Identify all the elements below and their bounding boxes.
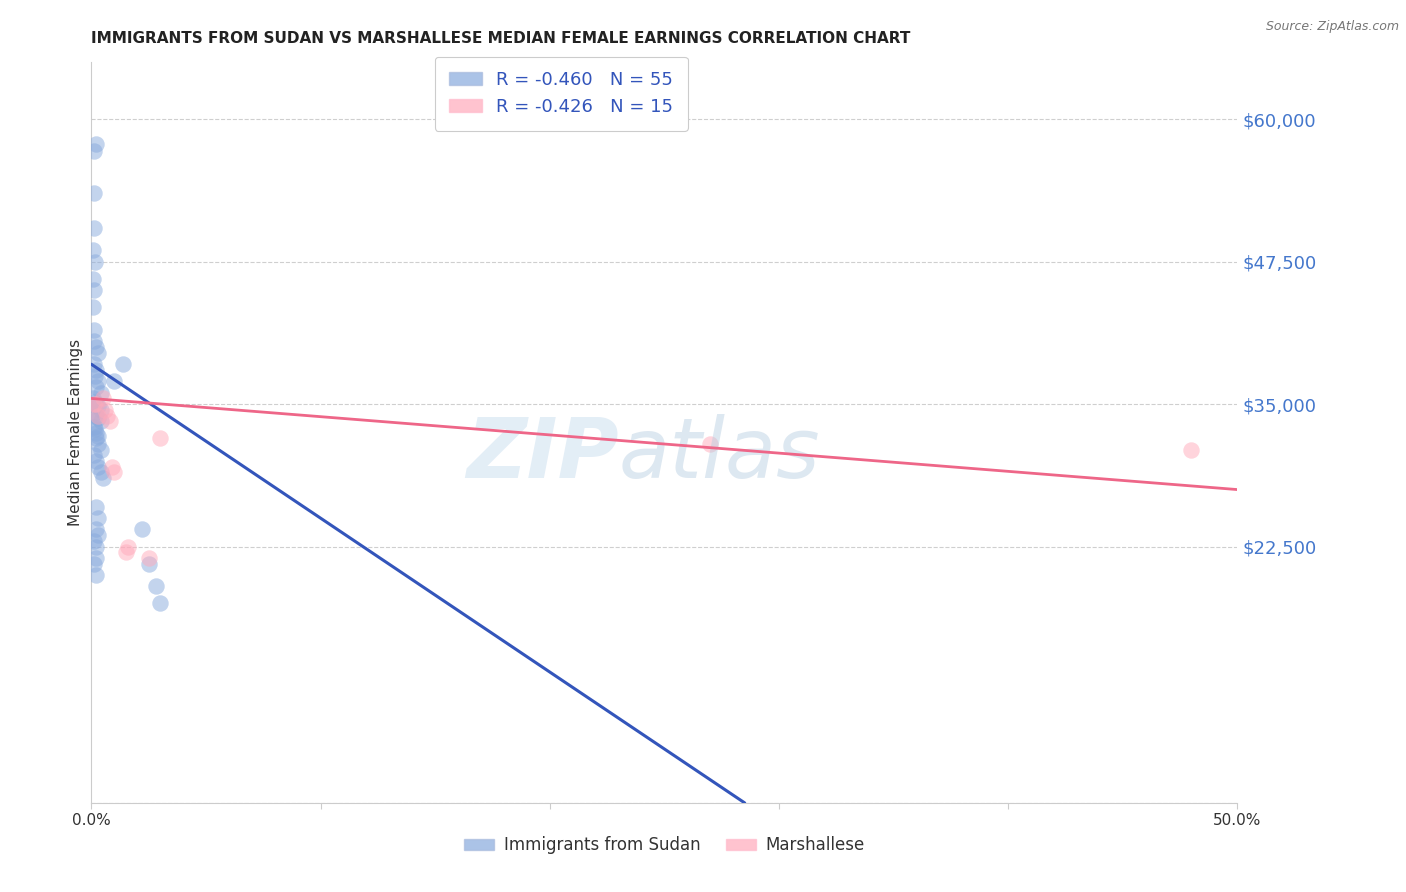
Point (84, 550, 107, 565)
Point (84, 363, 107, 377)
Point (83, 334, 105, 349)
Point (90, 402, 112, 417)
Point (83, 145, 105, 159)
Point (83, 283, 105, 297)
Point (84, 137, 107, 152)
Point (149, 431, 172, 445)
Point (94, 402, 117, 417)
Point (83, 186, 105, 201)
Point (83, 357, 105, 371)
Point (83, 420, 105, 434)
Point (87, 429, 110, 443)
Point (90, 466, 112, 480)
Point (138, 557, 160, 571)
Point (96, 409, 118, 423)
Point (84, 380, 107, 394)
Point (87, 528, 110, 542)
Point (82, 392, 104, 406)
Point (114, 545, 136, 559)
Point (131, 523, 153, 537)
Point (103, 466, 125, 480)
Point (83, 533, 105, 548)
Point (138, 550, 160, 565)
Point (101, 459, 124, 474)
Point (112, 357, 135, 371)
Point (87, 437, 110, 451)
Point (87, 409, 110, 423)
Text: atlas: atlas (619, 414, 820, 495)
Point (83, 395, 105, 409)
Point (83, 323, 105, 337)
Text: ZIP: ZIP (465, 414, 619, 495)
Point (83, 254, 105, 268)
Point (84, 568, 107, 582)
Point (83, 422, 105, 436)
Point (82, 301, 104, 315)
Point (83, 368, 105, 383)
Y-axis label: Median Female Earnings: Median Female Earnings (67, 339, 83, 526)
Point (84, 397, 107, 411)
Point (87, 511, 110, 525)
Text: IMMIGRANTS FROM SUDAN VS MARSHALLESE MEDIAN FEMALE EARNINGS CORRELATION CHART: IMMIGRANTS FROM SUDAN VS MARSHALLESE MED… (91, 31, 911, 46)
Point (83, 557, 105, 571)
Point (87, 459, 110, 474)
Point (84, 409, 107, 423)
Point (83, 220, 105, 235)
Point (84, 425, 107, 440)
Point (103, 375, 125, 389)
Point (90, 385, 112, 400)
Point (98, 414, 121, 428)
Point (87, 375, 110, 389)
Point (84, 454, 107, 468)
Point (82, 272, 104, 286)
Point (83, 406, 105, 420)
Point (84, 397, 107, 411)
Point (84, 500, 107, 514)
Legend: Immigrants from Sudan, Marshallese: Immigrants from Sudan, Marshallese (457, 830, 872, 861)
Point (84, 523, 107, 537)
Point (87, 346, 110, 360)
Point (82, 244, 104, 258)
Point (84, 540, 107, 554)
Point (91, 392, 114, 406)
Point (87, 400, 110, 414)
Text: Source: ZipAtlas.com: Source: ZipAtlas.com (1265, 20, 1399, 33)
Point (83, 449, 105, 463)
Point (145, 579, 167, 593)
Point (149, 597, 172, 611)
Point (84, 340, 107, 354)
Point (1180, 442, 1202, 457)
Point (91, 471, 114, 485)
Point (699, 437, 721, 451)
Point (90, 414, 112, 428)
Point (83, 397, 105, 411)
Point (84, 431, 107, 445)
Point (90, 442, 112, 457)
Point (87, 410, 110, 425)
Point (117, 540, 139, 554)
